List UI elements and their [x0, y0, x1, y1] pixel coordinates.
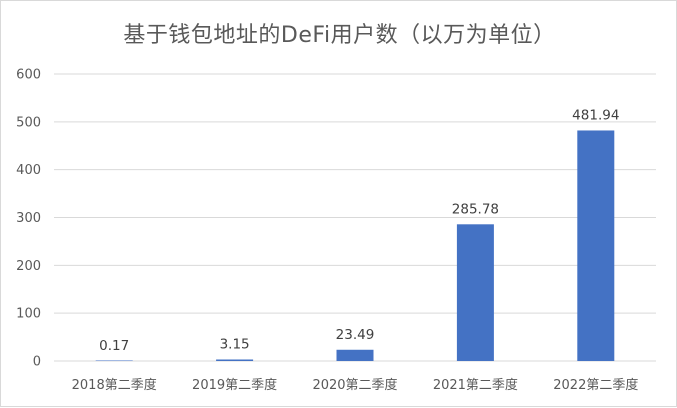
bar	[456, 224, 494, 361]
data-label: 481.94	[572, 107, 619, 123]
data-label: 3.15	[220, 336, 250, 352]
bar	[577, 130, 615, 361]
y-tick-label: 600	[16, 68, 41, 83]
y-tick-label: 200	[16, 259, 41, 274]
y-tick-label: 400	[16, 163, 41, 178]
data-label: 285.78	[452, 201, 499, 217]
data-label: 23.49	[336, 327, 375, 343]
x-tick-label: 2021第二季度	[433, 377, 518, 393]
x-tick-label: 2022第二季度	[553, 377, 638, 393]
data-label: 0.17	[99, 338, 129, 354]
x-tick-label: 2019第二季度	[192, 377, 277, 393]
bar	[216, 359, 254, 361]
y-tick-label: 300	[16, 211, 41, 226]
bar	[95, 360, 133, 361]
x-tick-label: 2020第二季度	[312, 377, 397, 393]
y-tick-label: 500	[16, 115, 41, 130]
chart-title: 基于钱包地址的DeFi用户数（以万为单位）	[123, 23, 556, 48]
bar	[336, 349, 374, 361]
y-tick-label: 100	[16, 307, 41, 322]
y-tick-label: 0	[33, 355, 41, 370]
x-tick-label: 2018第二季度	[72, 377, 157, 393]
